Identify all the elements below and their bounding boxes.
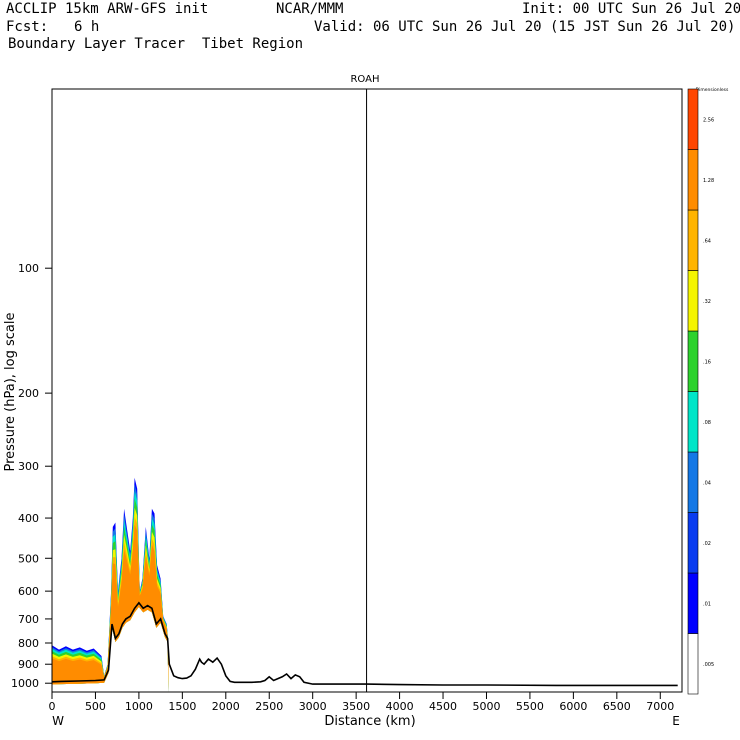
valid-time: Valid: 06 UTC Sun 26 Jul 20 (15 JST Sun … [314,19,736,35]
y-tick-label: 400 [18,512,39,525]
y-axis-label: Pressure (hPa), log scale [3,313,18,472]
y-tick-label: 900 [18,658,39,671]
forecast-label: Fcst: [6,19,49,35]
x-tick-label: 4000 [386,700,414,713]
colorbar-level-label: .005 [703,662,714,668]
x-tick-label: 4500 [429,700,457,713]
x-tick-label: 6500 [603,700,631,713]
y-tick-label: 800 [18,637,39,650]
colorbar-swatch [687,391,699,453]
x-tick-label: 3000 [299,700,327,713]
y-tick-label: 700 [18,613,39,626]
x-tick-label: 6000 [559,700,587,713]
terrain-line [52,601,678,687]
colorbar-level-label: .32 [703,299,711,305]
y-tick-label: 500 [18,552,39,565]
colorbar-swatch [687,633,699,695]
colorbar-title: Dimensionless [696,87,729,93]
tracer-field [52,477,678,692]
colorbar-swatch [687,149,699,211]
y-tick-label: 600 [18,585,39,598]
y-tick-label: 300 [18,460,39,473]
colorbar-level-label: .08 [703,420,711,426]
x-tick-label: 0 [49,700,56,713]
colorbar-swatch [687,572,699,634]
x-tick-label: 1000 [125,700,153,713]
x-tick-label: 3500 [342,700,370,713]
tracer-band-orange [52,524,169,692]
x-axis-label: Distance (km) [324,714,415,729]
organization-label: NCAR/MMM [276,1,344,17]
model-title: ACCLIP 15km ARW-GFS init [6,1,209,17]
chart-title: ROAH [350,74,379,85]
colorbar-level-label: .16 [703,359,711,365]
x-tick-label: 7000 [646,700,674,713]
x-tick-label: 2500 [255,700,283,713]
x-tick-label: 5000 [472,700,500,713]
colorbar-swatch [687,512,699,574]
colorbar-level-label: .04 [703,480,711,486]
init-time: Init: 00 UTC Sun 26 Jul 20 [522,1,740,17]
west-label: W [52,714,64,728]
colorbar-level-label: .64 [703,238,711,244]
colorbar-swatch [687,209,699,271]
x-tick-label: 500 [85,700,106,713]
colorbar-level-label: 2.56 [703,117,714,123]
forecast-hours: 6 h [74,19,100,35]
colorbar-swatch [687,451,699,513]
y-tick-label: 200 [18,387,39,400]
colorbar-level-label: 1.28 [703,178,714,184]
colorbar-swatch [687,330,699,392]
colorbar-swatch [687,270,699,332]
y-tick-label: 100 [18,262,39,275]
x-tick-label: 2000 [212,700,240,713]
x-tick-label: 5500 [516,700,544,713]
east-label: E [672,714,680,728]
x-tick-label: 1500 [168,700,196,713]
colorbar-level-label: .01 [703,601,711,607]
colorbar-swatch [687,88,699,150]
product-title: Boundary Layer Tracer Tibet Region [8,36,304,52]
colorbar-level-label: .02 [703,541,711,547]
y-tick-label: 1000 [11,677,39,690]
